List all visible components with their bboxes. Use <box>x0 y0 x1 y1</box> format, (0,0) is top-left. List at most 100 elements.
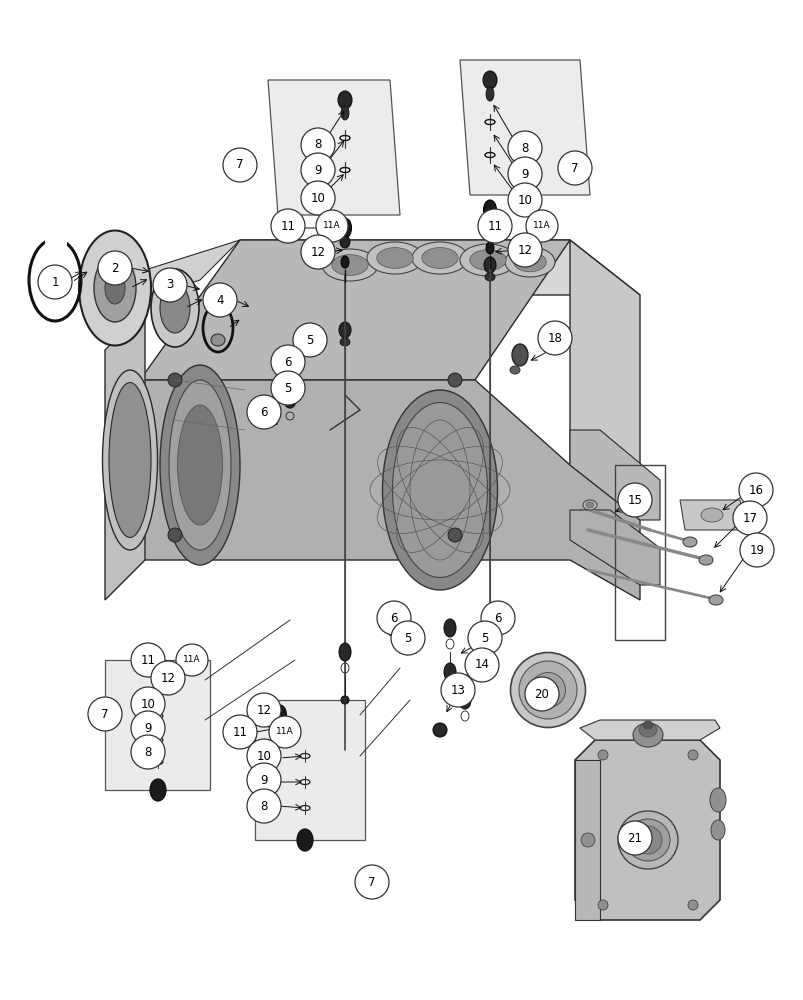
Ellipse shape <box>459 691 471 709</box>
Polygon shape <box>574 740 719 920</box>
Text: 5: 5 <box>404 632 411 645</box>
Ellipse shape <box>340 256 349 268</box>
Ellipse shape <box>273 705 286 725</box>
Ellipse shape <box>411 242 467 274</box>
Circle shape <box>377 601 410 635</box>
Text: 8: 8 <box>520 141 528 154</box>
Text: 5: 5 <box>284 381 291 394</box>
Ellipse shape <box>283 392 296 408</box>
Polygon shape <box>569 510 659 585</box>
Polygon shape <box>574 760 599 920</box>
Circle shape <box>247 739 281 773</box>
Ellipse shape <box>510 652 585 728</box>
Ellipse shape <box>337 91 352 109</box>
Circle shape <box>507 183 541 217</box>
Text: 6: 6 <box>389 611 397 624</box>
Ellipse shape <box>483 257 495 273</box>
Ellipse shape <box>177 405 222 525</box>
Circle shape <box>202 283 237 317</box>
Ellipse shape <box>632 723 662 747</box>
Ellipse shape <box>151 269 199 347</box>
Circle shape <box>269 716 300 748</box>
Ellipse shape <box>210 334 225 346</box>
Text: 3: 3 <box>166 278 173 292</box>
Ellipse shape <box>443 663 455 681</box>
Circle shape <box>524 677 558 711</box>
Ellipse shape <box>504 247 554 277</box>
Ellipse shape <box>447 528 462 542</box>
Text: 12: 12 <box>310 245 325 258</box>
Circle shape <box>88 697 122 731</box>
Text: 7: 7 <box>368 876 375 888</box>
Ellipse shape <box>339 322 351 338</box>
Circle shape <box>247 395 281 429</box>
Ellipse shape <box>585 502 593 508</box>
Circle shape <box>525 210 557 242</box>
Ellipse shape <box>160 365 240 565</box>
Circle shape <box>151 661 185 695</box>
Circle shape <box>467 621 501 655</box>
Ellipse shape <box>634 826 661 854</box>
Ellipse shape <box>340 696 349 704</box>
Ellipse shape <box>582 500 597 510</box>
Text: 6: 6 <box>494 611 501 624</box>
Circle shape <box>478 209 512 243</box>
Ellipse shape <box>94 254 136 322</box>
Circle shape <box>131 643 165 677</box>
Ellipse shape <box>709 788 725 812</box>
Polygon shape <box>459 60 589 195</box>
Circle shape <box>507 233 541 267</box>
Ellipse shape <box>447 373 462 387</box>
Circle shape <box>300 153 335 187</box>
Circle shape <box>222 715 257 749</box>
Bar <box>45 237 67 249</box>
Polygon shape <box>240 240 639 295</box>
Ellipse shape <box>597 900 607 910</box>
Text: 6: 6 <box>284 356 291 368</box>
Circle shape <box>732 501 766 535</box>
Circle shape <box>464 648 499 682</box>
Circle shape <box>131 687 165 721</box>
Ellipse shape <box>484 273 495 281</box>
Ellipse shape <box>485 87 493 101</box>
Text: 11A: 11A <box>276 728 293 736</box>
Ellipse shape <box>422 248 458 268</box>
Text: 12: 12 <box>256 704 271 716</box>
Ellipse shape <box>484 219 495 231</box>
Ellipse shape <box>710 820 724 840</box>
Ellipse shape <box>512 344 528 366</box>
Circle shape <box>618 821 651 855</box>
Text: 21: 21 <box>626 832 642 844</box>
Ellipse shape <box>687 900 697 910</box>
Polygon shape <box>267 80 400 215</box>
Text: 12: 12 <box>517 243 532 256</box>
Ellipse shape <box>340 106 349 120</box>
Text: 18: 18 <box>547 332 562 344</box>
Polygon shape <box>579 720 719 740</box>
Circle shape <box>247 763 281 797</box>
Ellipse shape <box>169 380 230 550</box>
Polygon shape <box>255 700 365 840</box>
Text: 11A: 11A <box>323 222 340 231</box>
Ellipse shape <box>102 370 157 550</box>
Ellipse shape <box>687 750 697 760</box>
Text: 8: 8 <box>314 138 321 151</box>
Ellipse shape <box>485 242 493 254</box>
Ellipse shape <box>698 555 712 565</box>
Circle shape <box>153 268 187 302</box>
Circle shape <box>507 131 541 165</box>
Ellipse shape <box>513 252 545 272</box>
Ellipse shape <box>109 382 151 538</box>
Circle shape <box>176 644 208 676</box>
Text: 11: 11 <box>280 220 296 232</box>
Ellipse shape <box>642 721 652 729</box>
Text: 7: 7 <box>101 708 108 720</box>
Circle shape <box>300 235 335 269</box>
Text: 9: 9 <box>144 722 152 734</box>
Text: 7: 7 <box>571 161 578 174</box>
Text: 10: 10 <box>310 192 325 205</box>
Polygon shape <box>140 240 569 380</box>
Text: 11: 11 <box>232 726 247 738</box>
Circle shape <box>537 321 571 355</box>
Circle shape <box>222 148 257 182</box>
